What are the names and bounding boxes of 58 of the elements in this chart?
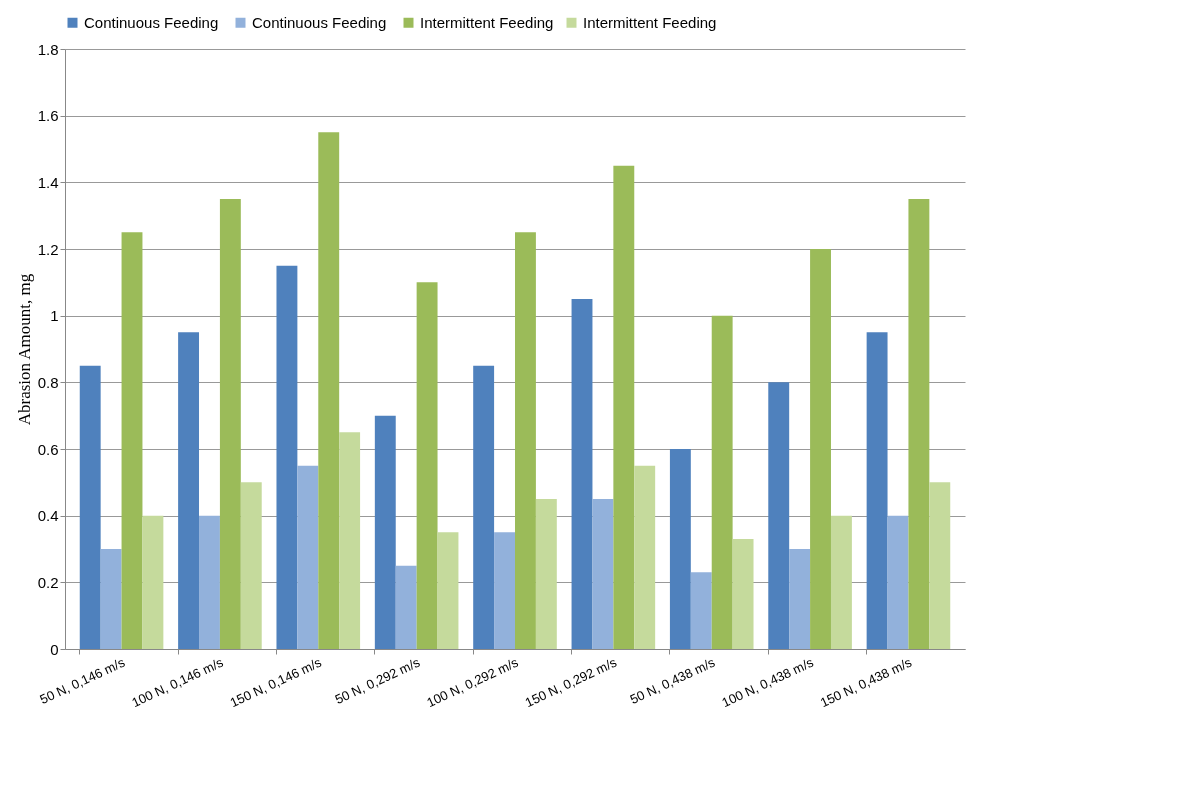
bar — [395, 565, 417, 649]
bar — [374, 415, 396, 649]
y-tick-label: 0.2 — [37, 573, 59, 591]
bar — [339, 432, 361, 649]
x-tick-label: 150 N, 0,146 m/s — [227, 654, 325, 711]
bar — [515, 232, 536, 649]
bar — [929, 482, 951, 649]
bar — [79, 365, 101, 649]
y-tick-label: 0.4 — [37, 507, 59, 525]
legend-label: Intermittent Feeding — [583, 13, 717, 31]
legend-label: Continuous Feeding — [84, 13, 219, 31]
y-axis-title: Abrasion Amount, mg — [14, 273, 34, 426]
bar — [297, 465, 319, 649]
bar — [732, 539, 754, 649]
bar — [711, 315, 733, 649]
x-tick-label: 50 N, 0,438 m/s — [627, 654, 718, 708]
x-tick-label: 100 N, 0,292 m/s — [424, 654, 521, 711]
y-tick-label: 1.8 — [37, 40, 59, 58]
bar — [613, 165, 635, 649]
bar — [810, 249, 831, 649]
bar — [494, 532, 515, 649]
bar — [219, 199, 241, 649]
bar — [100, 549, 122, 649]
legend-label: Continuous Feeding — [252, 13, 387, 31]
bar — [199, 515, 220, 649]
bar — [178, 332, 200, 649]
x-tick-label: 100 N, 0,146 m/s — [129, 654, 226, 711]
bar — [669, 449, 691, 649]
bar — [830, 515, 852, 649]
bar — [416, 282, 438, 649]
legend-label: Intermittent Feeding — [420, 13, 554, 31]
y-tick-label: 1.2 — [37, 240, 59, 258]
bar — [318, 132, 340, 649]
bar — [240, 482, 262, 649]
bar — [789, 549, 811, 649]
x-tick-label: 50 N, 0,292 m/s — [332, 654, 423, 708]
bar — [473, 365, 495, 649]
bar — [571, 299, 593, 649]
bar — [887, 515, 909, 649]
x-tick-label: 100 N, 0,438 m/s — [719, 654, 817, 711]
y-tick-label: 1.6 — [37, 107, 59, 125]
x-tick-label: 150 N, 0,292 m/s — [522, 654, 620, 711]
bar — [276, 265, 298, 649]
bar — [121, 232, 143, 649]
y-tick-label: 0.8 — [37, 373, 59, 391]
bar — [690, 572, 712, 649]
bar — [592, 499, 614, 649]
x-tick-label: 150 N, 0,438 m/s — [817, 654, 915, 711]
bar — [535, 499, 557, 649]
y-tick-label: 1.4 — [37, 173, 59, 191]
bar — [908, 199, 930, 649]
bar — [634, 465, 656, 649]
y-tick-label: 1 — [50, 307, 59, 325]
bar — [142, 515, 164, 649]
bar — [866, 332, 888, 649]
bar — [768, 382, 790, 649]
bar — [437, 532, 459, 649]
y-tick-label: 0.6 — [37, 440, 59, 458]
